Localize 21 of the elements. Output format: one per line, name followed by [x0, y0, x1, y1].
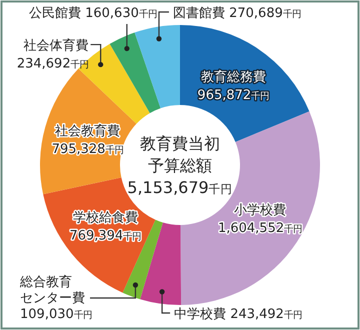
donut-slice — [110, 32, 161, 114]
data-label: 243,492千円 — [230, 307, 302, 322]
slice-label: 社会教育費 — [55, 123, 120, 140]
slice-label: 公民館費 — [28, 6, 81, 21]
donut-slice — [134, 25, 180, 108]
data-label: 109,030千円 — [20, 307, 92, 322]
slice-label: 総合教育センター費 — [19, 274, 85, 306]
slice-label: 教育総務費 — [200, 69, 266, 86]
slice-label: 社会体育費 — [24, 38, 89, 54]
slice-label: 中学校費 — [174, 307, 226, 322]
data-label: 160,630千円 — [85, 6, 157, 21]
text: 5,153,679千円 — [127, 178, 233, 197]
donut-slice — [140, 222, 182, 305]
data-label: 965,872千円 — [197, 88, 270, 104]
text: 教育費当初予算総額 — [140, 134, 220, 175]
slice-label: 図書館費 — [172, 6, 225, 21]
slice-label: 学校給食費 — [72, 210, 138, 226]
data-label: 1,604,552千円 — [218, 221, 302, 236]
slice-label: 小学校費 — [234, 203, 286, 218]
data-label: 769,394千円 — [69, 228, 142, 244]
data-label: 270,689千円 — [229, 6, 301, 21]
